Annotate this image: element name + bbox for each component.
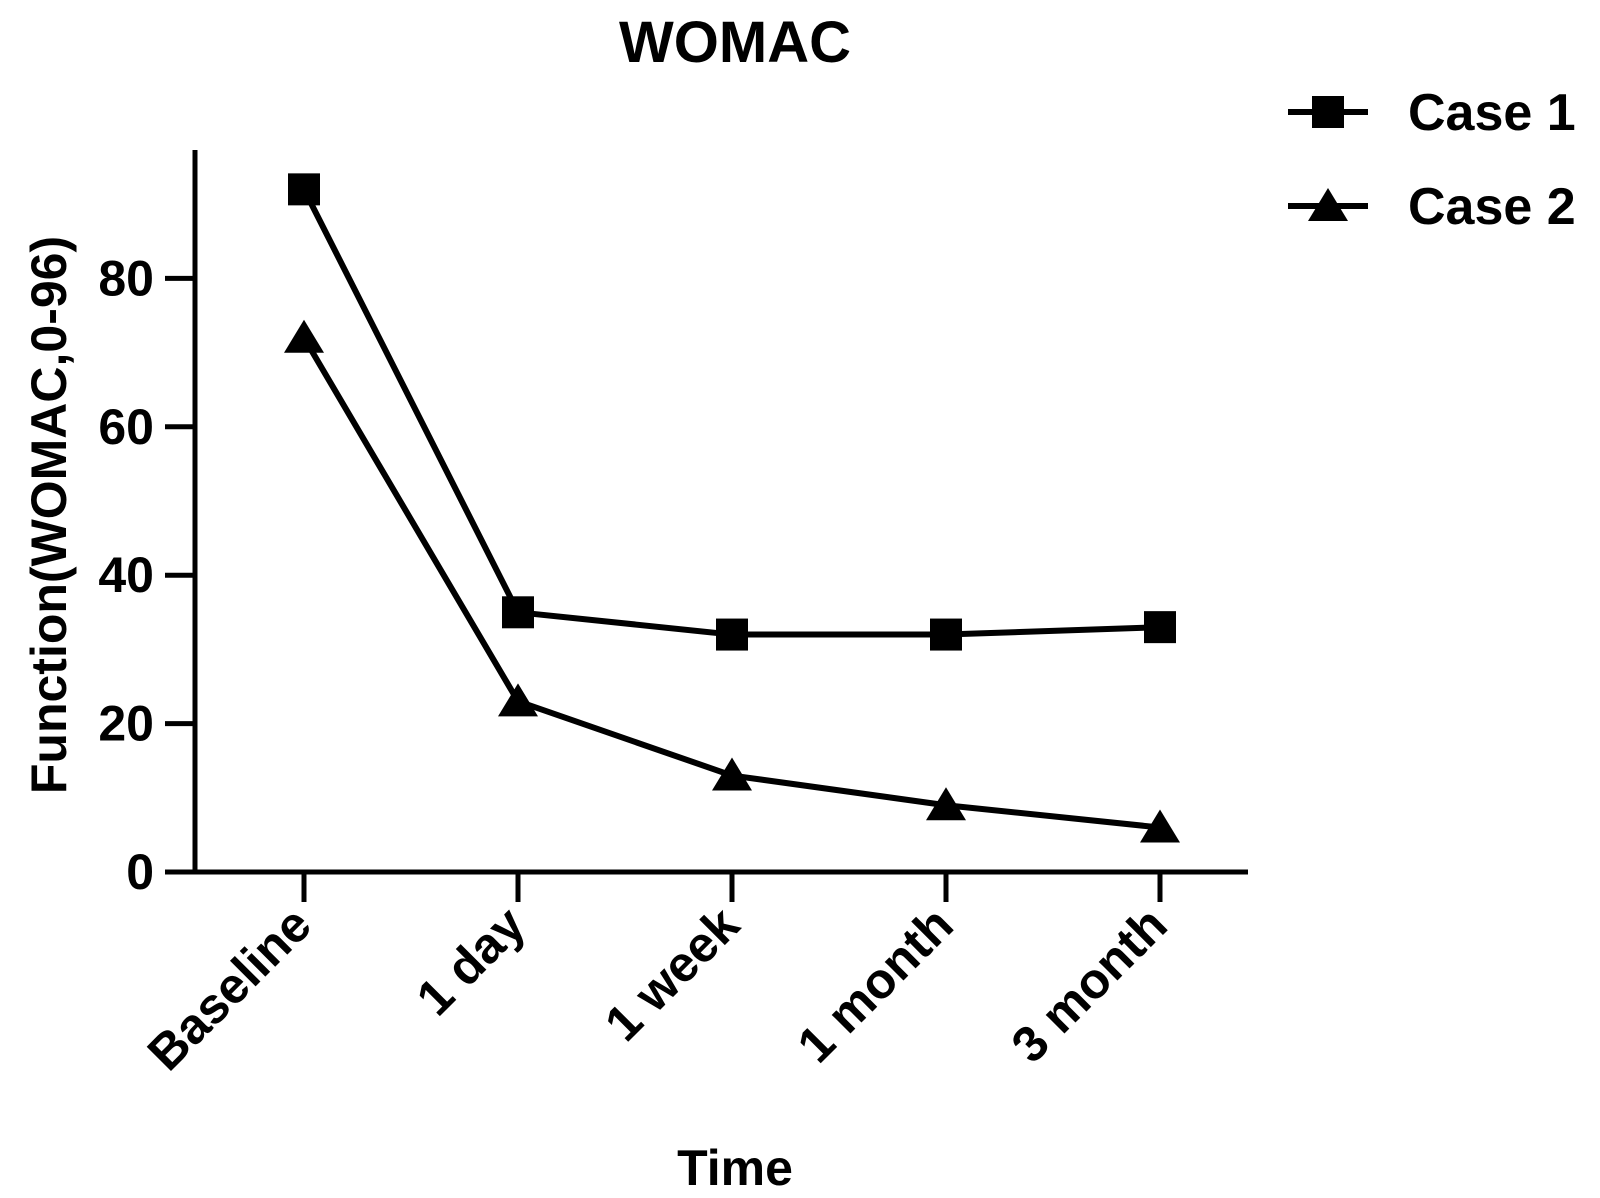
x-tick-label: Baseline: [137, 896, 322, 1081]
x-tick-label: 1 month: [787, 896, 964, 1073]
series-2-point: [498, 683, 538, 717]
y-axis-label: Function(WOMAC,0-96): [21, 236, 77, 794]
series-1: [288, 173, 1176, 651]
series-layer: [284, 173, 1180, 843]
series-1-point: [288, 173, 320, 206]
series-2-point: [1140, 809, 1180, 843]
triangle-marker-icon: [1308, 188, 1348, 221]
series-2-point: [712, 757, 752, 791]
series-2: [284, 319, 1180, 843]
y-tick-label: 40: [98, 547, 154, 603]
series-2-line: [301, 336, 1161, 831]
x-tick-label: 3 month: [1001, 896, 1178, 1073]
x-tick-label: 1 week: [594, 896, 750, 1052]
series-2-point: [926, 787, 966, 821]
x-axis-label: Time: [677, 1140, 793, 1196]
y-tick-label: 80: [98, 250, 154, 306]
series-1-line: [301, 188, 1161, 638]
square-marker-icon: [1312, 96, 1344, 128]
legend-item-1: Case 1: [1288, 84, 1576, 142]
legend-item-2: Case 2: [1288, 178, 1576, 236]
y-tick-label: 60: [98, 399, 154, 455]
legend-label: Case 2: [1408, 178, 1576, 236]
legend: Case 1 Case 2: [1288, 84, 1576, 236]
chart-title: WOMAC: [619, 10, 851, 75]
series-1-point: [716, 618, 748, 651]
series-1-point: [502, 596, 534, 629]
y-tick-label: 20: [98, 696, 154, 752]
series-1-point: [1144, 611, 1176, 644]
x-tick-label: 1 day: [406, 896, 536, 1026]
y-tick-label: 0: [126, 844, 154, 900]
legend-label: Case 1: [1408, 84, 1576, 142]
axes: 0 20 40 60 80 Baseline 1 day 1 week 1 month 3 mon…: [98, 150, 1248, 1081]
series-2-point: [284, 319, 324, 353]
series-1-point: [930, 618, 962, 651]
